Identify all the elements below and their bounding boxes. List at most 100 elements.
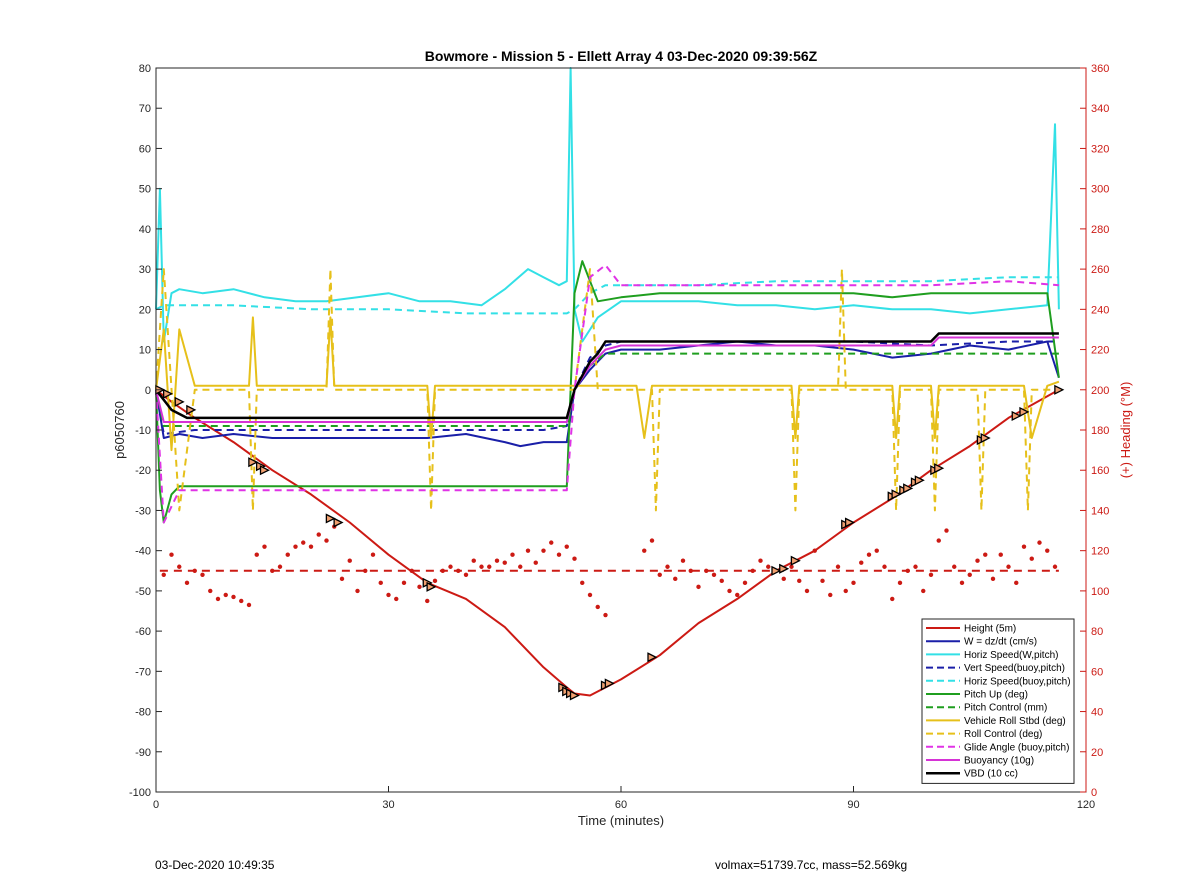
position-marker <box>790 555 801 566</box>
position-marker <box>891 489 902 500</box>
position-marker <box>259 465 270 476</box>
x-tick-label: 120 <box>1077 799 1095 811</box>
heading-point <box>727 588 732 594</box>
heading-point <box>781 576 786 582</box>
heading-point <box>866 552 872 557</box>
y2-tick-label: 160 <box>1091 465 1109 477</box>
y2-axis-label: (+) Heading (°M) <box>1118 382 1133 479</box>
y-tick-label: 80 <box>139 63 151 75</box>
heading-point <box>1014 580 1019 586</box>
y2-tick-label: 80 <box>1091 626 1103 638</box>
x-tick-label: 60 <box>615 799 627 811</box>
position-marker <box>1019 406 1030 417</box>
heading-point <box>208 588 213 594</box>
heading-point <box>277 564 283 569</box>
heading-point <box>386 592 391 598</box>
legend-label-4: Horiz Speed(buoy,pitch) <box>964 676 1071 687</box>
footer-timestamp: 03-Dec-2020 10:49:35 <box>155 858 275 872</box>
heading-point <box>401 580 407 586</box>
heading-point <box>254 552 259 557</box>
heading-point <box>549 540 554 545</box>
y2-tick-label: 100 <box>1091 586 1109 598</box>
heading-point <box>487 564 492 569</box>
heading-point <box>456 568 461 573</box>
position-marker <box>333 517 344 528</box>
heading-point <box>742 580 748 586</box>
heading-point <box>642 548 647 553</box>
heading-point <box>556 552 562 557</box>
heading-point <box>719 578 724 584</box>
footer-vehicle-info: volmax=51739.7cc, mass=52.569kg <box>715 858 908 872</box>
heading-point <box>448 564 453 569</box>
position-marker <box>647 652 658 663</box>
heading-point <box>1045 548 1050 553</box>
position-marker <box>426 581 437 592</box>
heading-point <box>944 528 949 533</box>
y2-tick-label: 20 <box>1091 747 1103 759</box>
heading-point <box>750 568 755 573</box>
heading-point <box>200 572 205 577</box>
heading-point <box>494 558 500 563</box>
heading-point <box>696 584 701 590</box>
y-tick-label: -20 <box>135 465 151 477</box>
heading-point <box>580 580 585 586</box>
heading-point <box>518 564 523 569</box>
heading-point <box>525 548 531 553</box>
heading-point <box>293 544 298 549</box>
heading-point <box>704 568 709 573</box>
y2-tick-label: 120 <box>1091 546 1109 558</box>
heading-point <box>262 544 267 549</box>
y2-tick-label: 320 <box>1091 143 1109 155</box>
heading-point <box>432 578 438 584</box>
position-marker <box>162 388 174 399</box>
position-marker <box>569 690 580 701</box>
heading-point <box>192 568 197 573</box>
y2-tick-label: 240 <box>1091 304 1109 316</box>
heading-point <box>890 596 895 602</box>
heading-point <box>859 560 864 565</box>
legend-label-0: Height (5m) <box>964 624 1016 635</box>
heading-point <box>417 584 422 590</box>
y-tick-label: -80 <box>135 707 151 719</box>
heading-point <box>533 560 538 565</box>
heading-point <box>161 572 166 577</box>
heading-point <box>665 564 670 569</box>
heading-point <box>905 568 910 573</box>
y2-tick-label: 60 <box>1091 666 1103 678</box>
legend-label-10: Buoyancy (10g) <box>964 756 1034 767</box>
legend-label-11: VBD (10 cc) <box>964 769 1018 780</box>
heading-point <box>688 568 693 573</box>
heading-point <box>603 612 608 618</box>
heading-point <box>766 564 771 569</box>
position-marker <box>1011 410 1022 421</box>
x-axis-label: Time (minutes) <box>578 813 664 828</box>
heading-point <box>711 572 717 577</box>
legend-label-5: Pitch Up (deg) <box>964 690 1028 701</box>
heading-point <box>649 538 655 543</box>
heading-point <box>680 558 686 563</box>
legend-label-2: Horiz Speed(W,pitch) <box>964 650 1058 661</box>
position-marker <box>903 483 914 494</box>
position-marker <box>934 463 945 474</box>
y-tick-label: 0 <box>145 385 151 397</box>
position-marker <box>1054 384 1065 395</box>
y-tick-label: 50 <box>139 184 151 196</box>
x-tick-label: 0 <box>153 799 159 811</box>
heading-point <box>370 552 376 557</box>
heading-point <box>510 552 515 557</box>
y2-tick-label: 200 <box>1091 385 1109 397</box>
heading-point <box>1037 540 1042 545</box>
heading-point <box>324 538 329 543</box>
heading-point <box>363 568 368 573</box>
heading-point <box>735 592 740 598</box>
heading-point <box>572 556 577 561</box>
heading-point <box>797 578 802 584</box>
heading-point <box>835 564 841 569</box>
y-tick-label: 60 <box>139 143 151 155</box>
heading-point <box>1029 556 1034 561</box>
position-marker <box>771 565 782 576</box>
y2-tick-label: 300 <box>1091 184 1109 196</box>
series-line-6 <box>155 352 1059 427</box>
heading-point <box>820 578 825 584</box>
